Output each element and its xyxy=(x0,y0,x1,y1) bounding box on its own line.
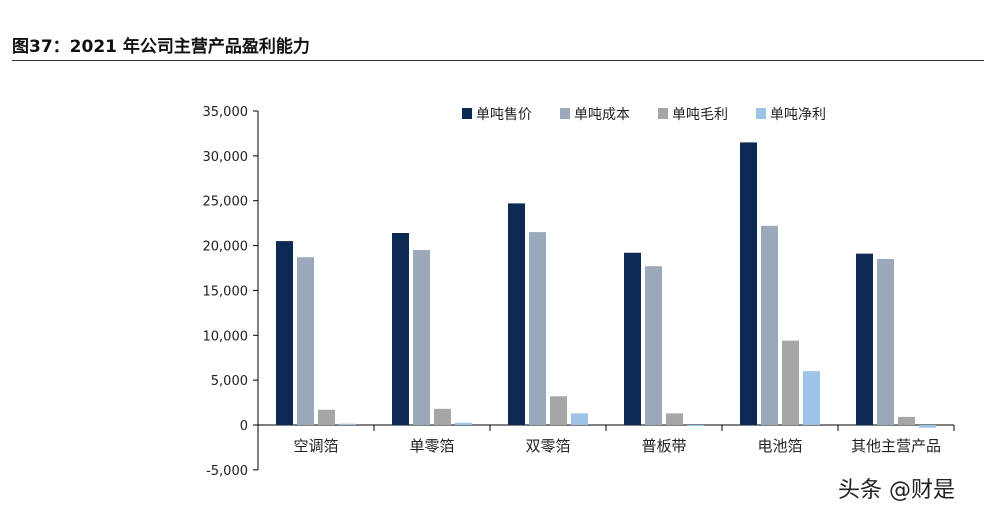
y-tick-label: 0 xyxy=(240,419,248,434)
title-divider xyxy=(12,60,984,61)
bar-1 xyxy=(508,203,525,425)
bar-1 xyxy=(624,252,641,425)
legend-label: 单吨成本 xyxy=(574,107,630,123)
bar-1 xyxy=(392,233,409,425)
bar-4 xyxy=(687,425,704,426)
x-tick-label: 空调箔 xyxy=(293,437,338,455)
bar-4 xyxy=(455,422,472,425)
legend-swatch xyxy=(658,108,668,119)
figure-title: 图37：2021 年公司主营产品盈利能力 xyxy=(12,37,310,57)
y-tick-label: 30,000 xyxy=(203,150,249,165)
y-tick-label: -5,000 xyxy=(206,464,248,479)
bar-1 xyxy=(740,142,757,425)
bar-3 xyxy=(898,416,915,425)
bar-2 xyxy=(413,250,430,425)
bar-2 xyxy=(761,225,778,425)
legend-swatch xyxy=(560,108,570,119)
bar-4 xyxy=(919,425,936,428)
y-tick-label: 20,000 xyxy=(203,240,249,255)
y-tick-label: 35,000 xyxy=(203,105,249,120)
legend-label: 单吨毛利 xyxy=(672,107,728,123)
x-tick-label: 其他主营产品 xyxy=(851,437,941,455)
bar-2 xyxy=(645,266,662,425)
bar-2 xyxy=(877,259,894,425)
bar-3 xyxy=(550,396,567,425)
legend-swatch xyxy=(756,108,766,119)
y-tick-label: 5,000 xyxy=(211,374,248,389)
watermark: 头条 @财是 xyxy=(838,478,955,503)
bar-1 xyxy=(856,253,873,425)
bar-4 xyxy=(803,371,820,425)
x-tick-label: 双零箔 xyxy=(525,437,570,455)
legend-label: 单吨净利 xyxy=(770,107,826,123)
y-tick-label: 15,000 xyxy=(203,284,249,299)
x-tick-label: 普板带 xyxy=(641,437,686,455)
bar-4 xyxy=(571,413,588,425)
bar-3 xyxy=(434,408,451,425)
bar-2 xyxy=(529,232,546,425)
x-tick-label: 单零箔 xyxy=(409,437,454,455)
y-tick-label: 10,000 xyxy=(203,329,249,344)
bar-2 xyxy=(297,257,314,425)
legend-label: 单吨售价 xyxy=(476,107,532,123)
bar-3 xyxy=(318,409,335,425)
bar-1 xyxy=(276,241,293,425)
legend-swatch xyxy=(462,108,472,119)
bar-4 xyxy=(339,423,356,425)
bar-3 xyxy=(782,340,799,425)
x-tick-label: 电池箔 xyxy=(757,437,802,455)
y-tick-label: 25,000 xyxy=(203,195,249,210)
bar-3 xyxy=(666,413,683,425)
